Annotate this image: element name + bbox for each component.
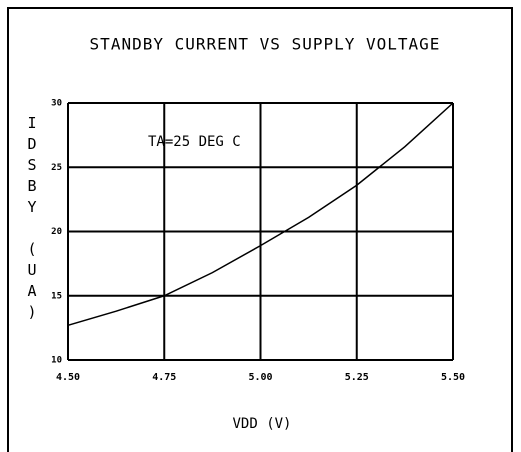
x-tick-label: 5.00	[248, 372, 272, 383]
chart-title: STANDBY CURRENT VS SUPPLY VOLTAGE	[90, 35, 441, 54]
y-tick-label: 10	[51, 356, 62, 366]
annotation: TA=25 DEG C	[148, 134, 241, 150]
y-tick-label: 30	[51, 99, 62, 109]
x-tick-label: 4.75	[152, 372, 176, 383]
frame	[7, 7, 513, 452]
y-axis-label: IDSBY (UA)	[23, 114, 41, 324]
y-tick-label: 15	[51, 291, 62, 301]
y-tick-label: 20	[51, 227, 62, 237]
series-line	[67, 102, 454, 327]
x-tick-label: 4.50	[56, 372, 80, 383]
y-tick-label: 25	[51, 163, 62, 173]
x-axis-label: VDD (V)	[232, 416, 291, 432]
x-tick-label: 5.50	[441, 372, 465, 383]
x-tick-label: 5.25	[345, 372, 369, 383]
